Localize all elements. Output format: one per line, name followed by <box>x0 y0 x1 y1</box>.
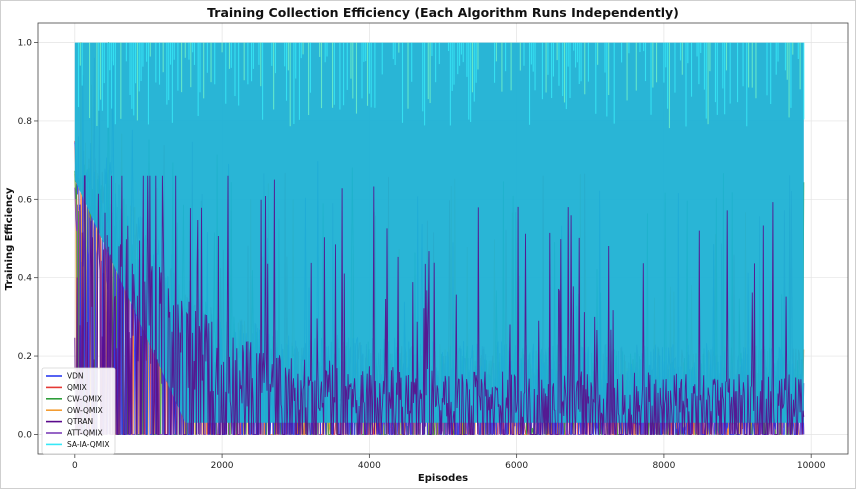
x-axis-title: Episodes <box>418 473 468 484</box>
series-qtran-line <box>74 175 805 435</box>
y-tick-label: 0.0 <box>18 430 33 440</box>
legend-label-att-qmix: ATT-QMIX <box>67 429 103 438</box>
x-tick-label: 10000 <box>797 461 826 471</box>
overlay-fill <box>74 42 804 423</box>
legend: VDN QMIX CW-QMIX OW-QMIX QTRAN ATT-QMIX SA-IA-… <box>41 367 116 455</box>
chart-title: Training Collection Efficiency (Each Alg… <box>207 5 679 20</box>
legend-label-cw-qmix: CW-QMIX <box>67 394 102 403</box>
dense-overlay-band <box>74 42 804 423</box>
x-tick-label: 8000 <box>652 461 675 471</box>
series-qtran-path <box>74 175 805 435</box>
x-tick-label: 4000 <box>358 461 381 471</box>
x-tick-label: 6000 <box>505 461 528 471</box>
legend-label-vdn: VDN <box>67 372 84 381</box>
y-tick-label: 0.4 <box>18 274 33 284</box>
y-tick-label: 1.0 <box>18 39 33 49</box>
y-tick-label: 0.8 <box>18 117 33 127</box>
x-tick-label: 2000 <box>211 461 234 471</box>
plot-area-border <box>37 22 849 455</box>
legend-label-ow-qmix: OW-QMIX <box>67 406 103 415</box>
legend-label-sa-ia-qmix: SA-IA-QMIX <box>67 440 109 449</box>
x-tick-label: 0 <box>72 461 78 471</box>
y-tick-label: 0.6 <box>18 195 33 205</box>
y-tick-label: 0.2 <box>18 352 32 362</box>
data-area <box>74 42 805 435</box>
series-sa-ia-qmix-line <box>77 42 805 129</box>
legend-label-qmix: QMIX <box>67 383 87 392</box>
axis-ticks: 0 2000 4000 6000 8000 10000 0.0 0.2 0.4 0.6 0.8 1.0 <box>18 39 826 471</box>
y-axis-title: Training Efficiency <box>4 187 15 290</box>
legend-label-qtran: QTRAN <box>67 417 93 426</box>
